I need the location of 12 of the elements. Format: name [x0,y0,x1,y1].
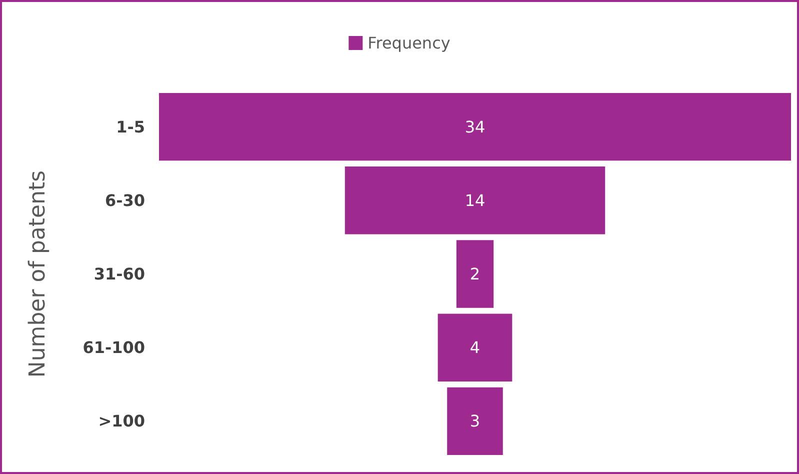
data-label: 2 [470,264,480,284]
data-label: 4 [470,338,480,358]
text: Number of patents [26,170,50,378]
category-label: >100 [98,412,145,431]
category-label: 1-5 [116,117,145,136]
legend-label: Frequency [368,34,450,52]
category-label: 31-60 [94,264,145,284]
data-label: 34 [464,117,486,136]
data-label: 3 [470,412,480,431]
category-label: 6-30 [104,190,145,210]
category-label: 61-100 [82,338,145,358]
data-label: 14 [464,190,486,210]
